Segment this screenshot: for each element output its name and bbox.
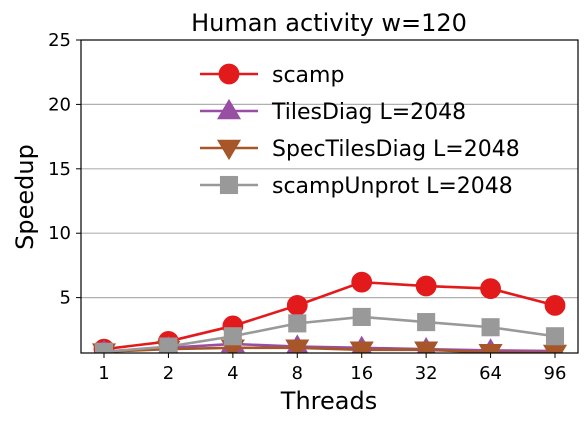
legend-label: scamp bbox=[272, 63, 344, 88]
series-square bbox=[94, 307, 565, 353]
x-tick-label: 16 bbox=[350, 363, 373, 384]
data-point bbox=[159, 337, 178, 353]
x-tick-label: 4 bbox=[227, 363, 238, 384]
axis-ticks: 5 10 15 20 25 1 2 4 8 16 32 64 96 bbox=[48, 30, 566, 384]
legend-marker bbox=[218, 63, 240, 85]
data-point bbox=[544, 294, 566, 316]
legend: scamp TilesDiag L=2048 SpecTilesDiag L=204… bbox=[200, 63, 520, 199]
series-layer bbox=[91, 271, 568, 353]
grid-lines bbox=[81, 103, 578, 299]
data-point bbox=[288, 314, 307, 333]
series-line bbox=[103, 342, 556, 353]
data-point bbox=[480, 278, 501, 299]
data-point bbox=[478, 344, 503, 353]
legend-marker bbox=[219, 175, 239, 195]
chart-title: Human activity w=120 bbox=[191, 9, 467, 37]
data-point bbox=[352, 307, 371, 326]
x-tick-label: 1 bbox=[98, 363, 109, 384]
data-point bbox=[415, 275, 437, 297]
y-tick-label: 10 bbox=[48, 223, 71, 244]
x-tick-label: 32 bbox=[415, 363, 438, 384]
data-point bbox=[223, 327, 242, 346]
y-tick-label: 25 bbox=[48, 30, 71, 51]
x-tick-label: 64 bbox=[479, 363, 502, 384]
series-line bbox=[103, 346, 556, 353]
legend-marker bbox=[216, 139, 242, 161]
data-point bbox=[285, 339, 310, 353]
series-line bbox=[103, 280, 556, 351]
y-tick-label: 5 bbox=[60, 288, 71, 309]
data-point bbox=[286, 294, 308, 316]
legend-entry: SpecTilesDiag L=2048 bbox=[200, 137, 520, 162]
series-line bbox=[103, 315, 556, 353]
legend-marker bbox=[216, 98, 242, 120]
data-point bbox=[351, 271, 373, 293]
data-point bbox=[349, 341, 374, 353]
data-point bbox=[481, 318, 500, 337]
y-tick-label: 20 bbox=[48, 94, 71, 115]
data-point bbox=[414, 341, 439, 353]
y-axis-title: Speedup bbox=[11, 144, 39, 250]
legend-label: SpecTilesDiag L=2048 bbox=[272, 137, 520, 162]
data-point bbox=[94, 342, 114, 353]
x-tick-label: 96 bbox=[544, 363, 567, 384]
x-tick-label: 8 bbox=[292, 363, 303, 384]
legend-label: scampUnprot L=2048 bbox=[272, 174, 513, 199]
data-point bbox=[545, 327, 565, 346]
x-tick-label: 2 bbox=[163, 363, 174, 384]
x-axis-title: Threads bbox=[280, 387, 377, 415]
legend-label: TilesDiag L=2048 bbox=[271, 100, 466, 125]
legend-entry: TilesDiag L=2048 bbox=[200, 98, 466, 125]
legend-entry: scamp bbox=[200, 63, 344, 88]
legend-entry: scampUnprot L=2048 bbox=[200, 174, 513, 199]
y-tick-label: 15 bbox=[48, 159, 71, 180]
plot-frame bbox=[80, 39, 579, 354]
data-point bbox=[417, 313, 436, 332]
